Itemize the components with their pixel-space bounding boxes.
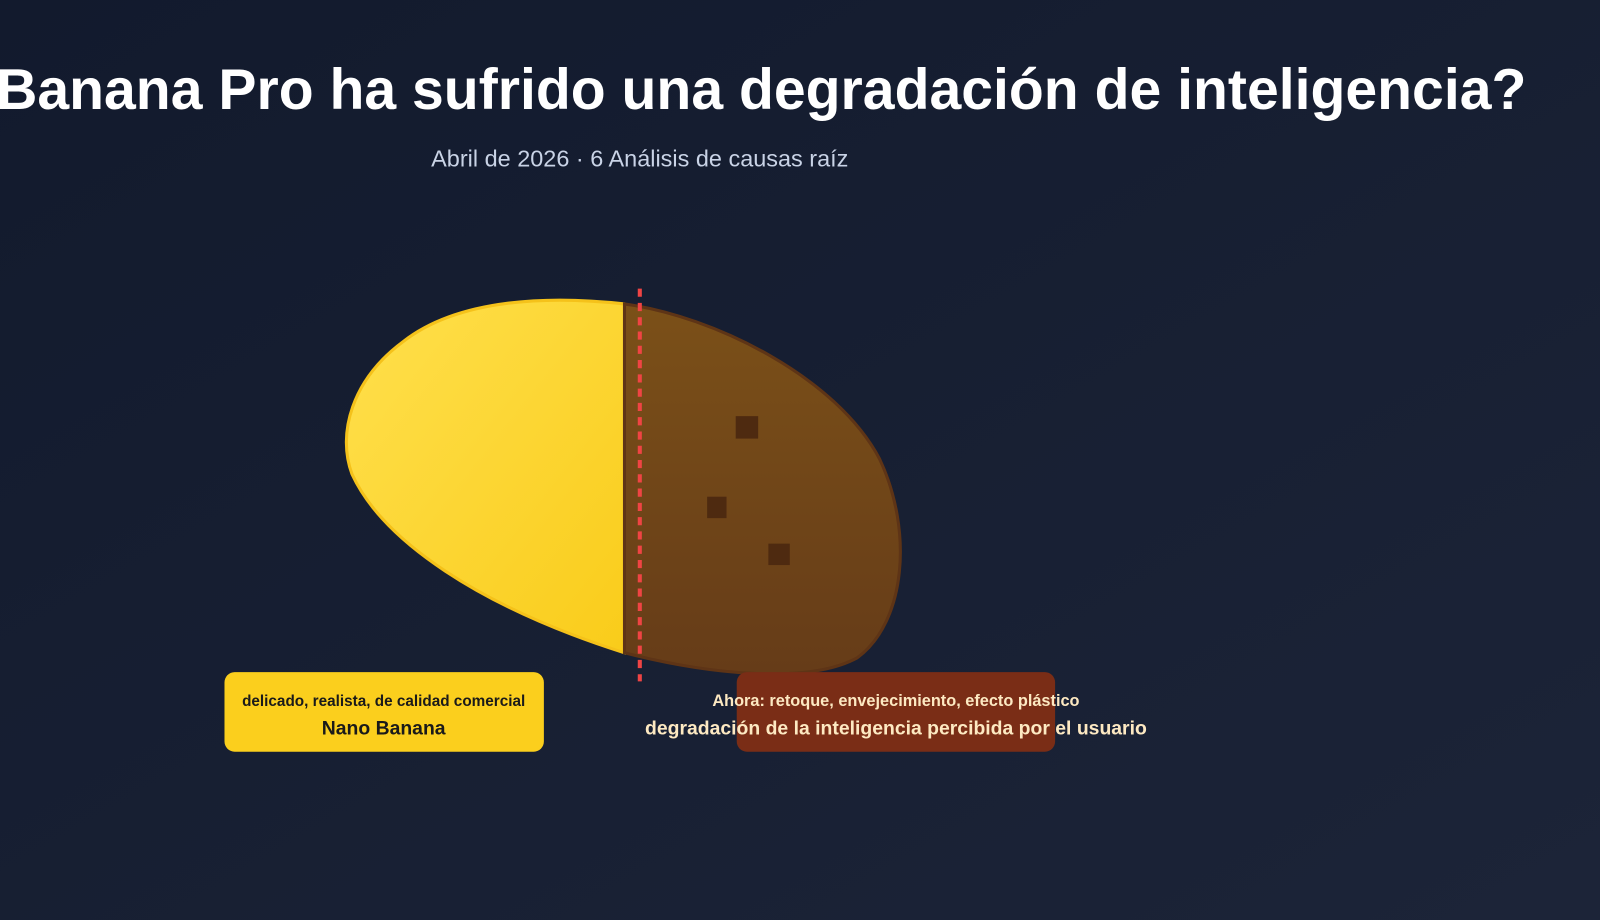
left-caption: delicado, realista, de calidad comercial <box>242 693 525 710</box>
rot-spot <box>735 416 759 439</box>
left-name: Nano Banana <box>322 717 446 739</box>
left-label-text: delicado, realista, de calidad comercial… <box>242 693 525 740</box>
right-label-box <box>736 672 1056 752</box>
right-caption: Ahora: retoque, envejecimiento, efecto p… <box>712 692 1079 710</box>
title: Banana Pro ha sufrido una degradación de… <box>0 58 1526 122</box>
right-name: degradación de la inteligencia percibida… <box>645 717 1147 739</box>
subtitle: Abril de 2026 · 6 Análisis de causas raí… <box>431 145 848 171</box>
rot-spot <box>768 543 790 566</box>
banana-fresh-half <box>344 298 627 655</box>
left-label-box <box>224 672 544 752</box>
rot-spot <box>707 496 727 519</box>
